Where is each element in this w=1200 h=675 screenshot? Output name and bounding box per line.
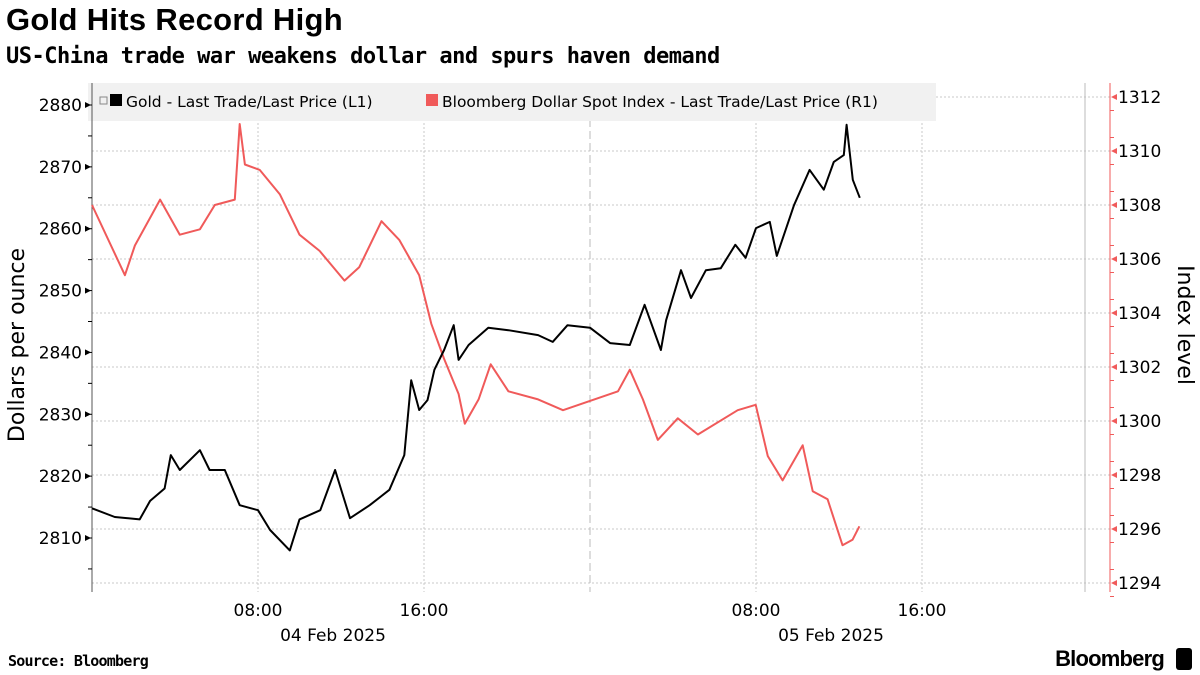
x-date-label: 04 Feb 2025: [280, 626, 386, 646]
legend-swatch-gold: [110, 94, 122, 106]
legend-background: [88, 83, 936, 121]
x-tick-label: 16:00: [400, 601, 449, 621]
left-tick-label: 2820: [39, 467, 82, 487]
grid: [92, 83, 1110, 592]
left-tick-arrow: [85, 535, 91, 541]
source-note: Source: Bloomberg: [8, 652, 149, 670]
left-tick-label: 2810: [39, 529, 82, 549]
right-tick-arrow: [1111, 310, 1117, 316]
left-tick-arrow: [85, 473, 91, 480]
left-tick-label: 2840: [39, 343, 82, 363]
right-tick-label: 1294: [1118, 574, 1161, 594]
left-tick-label: 2880: [39, 96, 82, 116]
right-tick-arrow: [1111, 364, 1117, 370]
chart-subtitle: US-China trade war weakens dollar and sp…: [6, 44, 720, 69]
left-tick-arrow: [85, 349, 91, 356]
right-tick-arrow: [1111, 418, 1117, 424]
x-tick-label: 08:00: [234, 601, 283, 621]
x-tick-label: 16:00: [898, 601, 947, 621]
bloomberg-logo: Bloomberg: [1055, 646, 1165, 671]
left-tick-label: 2870: [39, 158, 82, 178]
chart-title: Gold Hits Record High: [6, 2, 343, 37]
x-date-label: 05 Feb 2025: [778, 626, 884, 646]
left-tick-label: 2830: [39, 405, 82, 425]
left-tick-arrow: [85, 163, 91, 170]
right-tick-arrow: [1111, 472, 1117, 478]
right-tick-label: 1296: [1118, 520, 1161, 540]
left-tick-label: 2860: [39, 220, 82, 240]
legend-swatch-dollar: [426, 94, 438, 106]
bloomberg-logo-icon: [1176, 648, 1192, 670]
right-tick-label: 1300: [1118, 412, 1161, 432]
right-tick-label: 1312: [1118, 88, 1161, 108]
right-tick-label: 1306: [1118, 250, 1161, 270]
legend-label-gold: Gold - Last Trade/Last Price (L1): [126, 93, 373, 111]
left-tick-arrow: [85, 102, 91, 108]
right-tick-label: 1310: [1118, 142, 1161, 162]
right-tick-arrow: [1111, 256, 1117, 262]
right-tick-label: 1304: [1118, 304, 1161, 324]
gold-price-line: [91, 123, 861, 552]
right-tick-label: 1308: [1118, 196, 1161, 216]
right-tick-arrow: [1111, 526, 1117, 532]
dollar-index-line: [91, 123, 861, 547]
right-tick-arrow: [1111, 580, 1117, 586]
series: [91, 123, 861, 552]
axes: 08:00 16:00 08:00 16:00 04 Feb 2025 05 Feb 20…: [39, 83, 1161, 646]
right-axis-label: Index level: [1172, 265, 1197, 385]
left-tick-arrow: [85, 411, 91, 418]
left-tick-arrow: [85, 225, 91, 232]
legend: Gold - Last Trade/Last Price (L1) Bloomb…: [99, 93, 878, 111]
right-tick-arrow: [1111, 94, 1117, 100]
left-axis-label: Dollars per ounce: [5, 248, 30, 442]
left-tick-arrow: [85, 287, 91, 294]
right-tick-label: 1302: [1118, 358, 1161, 378]
right-tick-label: 1298: [1118, 466, 1161, 486]
left-tick-label: 2850: [39, 282, 82, 302]
legend-expand-icon[interactable]: [99, 96, 108, 105]
x-tick-label: 08:00: [732, 601, 781, 621]
right-tick-arrow: [1111, 148, 1117, 154]
legend-label-dollar: Bloomberg Dollar Spot Index - Last Trade…: [442, 93, 878, 111]
right-tick-arrow: [1111, 202, 1117, 208]
